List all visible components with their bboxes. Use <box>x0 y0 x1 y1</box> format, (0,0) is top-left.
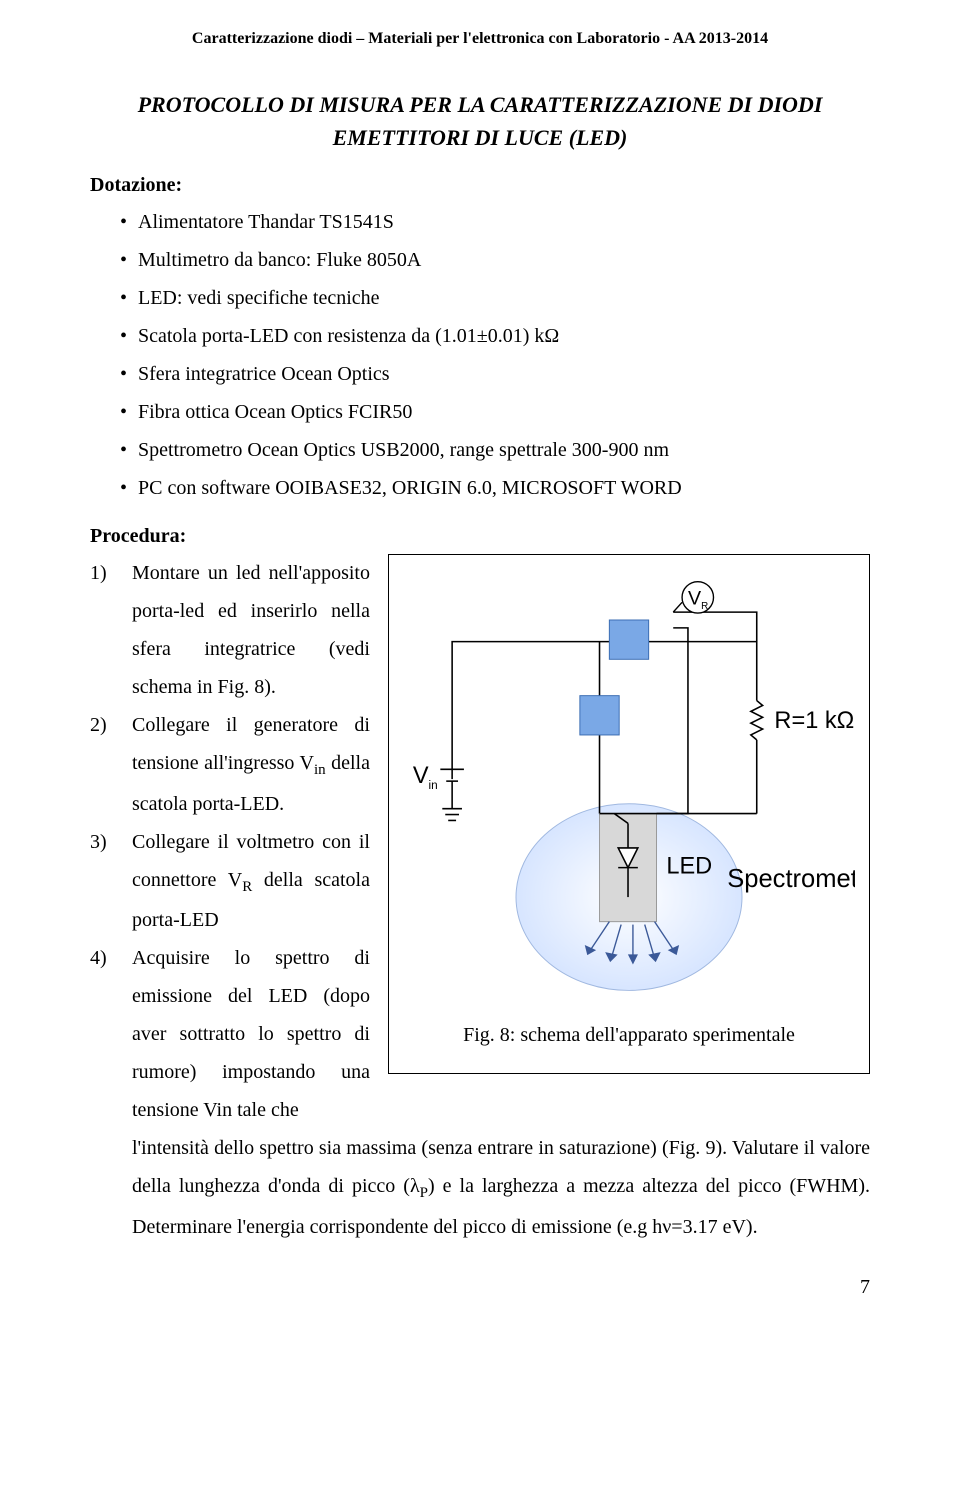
dotazione-item: Scatola porta-LED con resistenza da (1.0… <box>120 317 870 355</box>
proc-num: 2) <box>90 706 132 823</box>
vin-label: Vin <box>413 762 438 792</box>
title-line-1: PROTOCOLLO DI MISURA PER LA CARATTERIZZA… <box>138 92 823 117</box>
led-label: LED <box>666 853 712 879</box>
spectrometer-label: Spectrometer <box>727 865 855 893</box>
figure-caption: Fig. 8: schema dell'apparato sperimental… <box>389 1024 869 1047</box>
procedura-item: 1) Montare un led nell'apposito porta-le… <box>90 554 370 706</box>
resistor-label: R=1 kΩ <box>774 707 854 733</box>
dotazione-item: LED: vedi specifiche tecniche <box>120 279 870 317</box>
circuit-svg: Vin VR R=1 kΩ <box>403 569 855 1009</box>
document-title: PROTOCOLLO DI MISURA PER LA CARATTERIZZA… <box>90 88 870 154</box>
circuit-figure: Vin VR R=1 kΩ <box>388 554 870 1074</box>
proc-text: Collegare il voltmetro con il connettore… <box>132 823 370 940</box>
dotazione-item: Fibra ottica Ocean Optics FCIR50 <box>120 393 870 431</box>
proc-num: 4) <box>90 939 132 1129</box>
procedura-list: 1) Montare un led nell'apposito porta-le… <box>90 554 370 1129</box>
dotazione-item: Sfera integratrice Ocean Optics <box>120 355 870 393</box>
proc-num: 1) <box>90 554 132 706</box>
procedura-label: Procedura: <box>90 525 870 548</box>
title-line-2: EMETTITORI DI LUCE (LED) <box>333 125 628 150</box>
proc-num: 3) <box>90 823 132 940</box>
dotazione-item: Spettrometro Ocean Optics USB2000, range… <box>120 431 870 469</box>
dotazione-label: Dotazione: <box>90 174 870 197</box>
continuation-text: l'intensità dello spettro sia massima (s… <box>90 1129 870 1246</box>
dotazione-item: Multimetro da banco: Fluke 8050A <box>120 241 870 279</box>
procedura-item: 4) Acquisire lo spettro di emissione del… <box>90 939 370 1129</box>
proc-text: Montare un led nell'apposito porta-led e… <box>132 554 370 706</box>
procedura-item: 2) Collegare il generatore di tensione a… <box>90 706 370 823</box>
page-header: Caratterizzazione diodi – Materiali per … <box>90 30 870 48</box>
dotazione-list: Alimentatore Thandar TS1541S Multimetro … <box>90 203 870 507</box>
proc-text: Collegare il generatore di tensione all'… <box>132 706 370 823</box>
dotazione-item: Alimentatore Thandar TS1541S <box>120 203 870 241</box>
page-number: 7 <box>90 1276 870 1299</box>
dotazione-item: PC con software OOIBASE32, ORIGIN 6.0, M… <box>120 469 870 507</box>
proc-text: Acquisire lo spettro di emissione del LE… <box>132 939 370 1129</box>
procedura-item: 3) Collegare il voltmetro con il connett… <box>90 823 370 940</box>
